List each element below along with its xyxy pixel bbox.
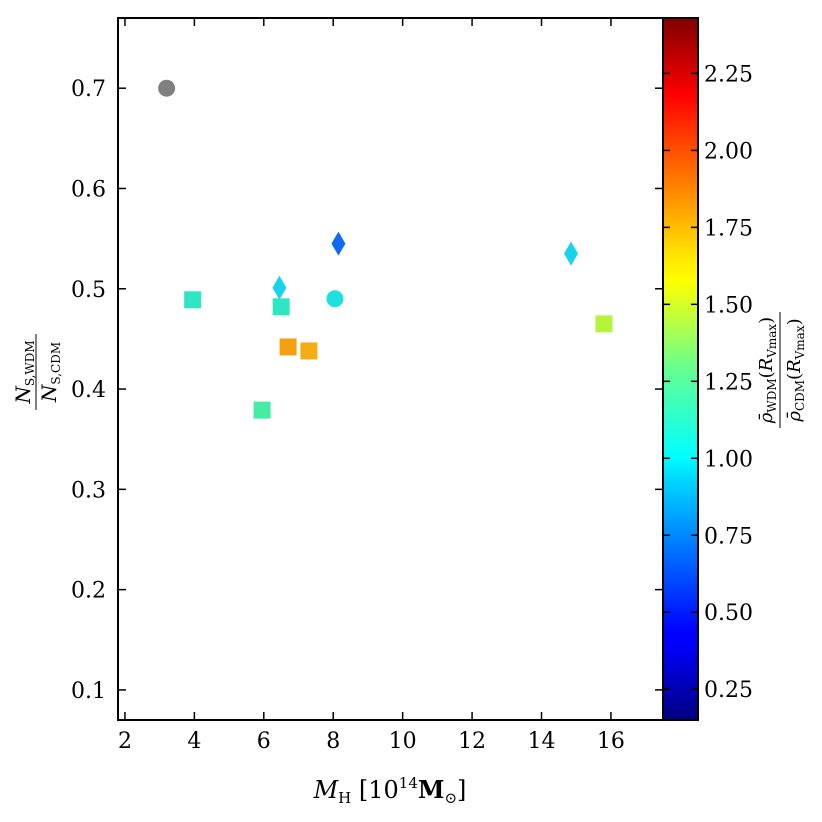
y-axis-ticks: 0.1 0.2 0.3 0.4 0.5 0.6 0.7 [71, 77, 663, 704]
data-point-circle [326, 290, 344, 308]
colorbar-tick-label: 1.25 [704, 370, 753, 395]
colorbar-tick-label: 1.00 [704, 447, 753, 472]
x-axis-label: MH [1014M⊙] [313, 774, 467, 807]
x-axis-ticks: 2 4 6 8 10 12 14 16 [118, 18, 625, 754]
y-axis-label: NS,WDM NS,CDM [11, 334, 63, 410]
data-points [158, 79, 613, 419]
svg-text:NS,CDM: NS,CDM [37, 342, 63, 403]
data-point-square [595, 315, 613, 333]
data-point-square [279, 338, 297, 356]
x-tick-label: 10 [389, 729, 417, 754]
x-tick-label: 2 [118, 729, 132, 754]
y-tick-label: 0.5 [71, 278, 106, 303]
x-tick-label: 4 [187, 729, 201, 754]
y-tick-label: 0.6 [71, 177, 106, 202]
colorbar-tick-label: 1.50 [704, 293, 753, 318]
data-point-square [272, 298, 290, 316]
y-tick-label: 0.7 [71, 77, 106, 102]
data-point-circle [158, 79, 176, 97]
colorbar-tick-label: 0.75 [704, 524, 753, 549]
x-tick-label: 12 [458, 729, 486, 754]
data-point-square [253, 401, 271, 419]
colorbar-tick-label: 0.25 [704, 678, 753, 703]
colorbar-label: ρ̄WDM(RVmax) ρ̄CDM(RVmax) [756, 312, 807, 428]
y-tick-label: 0.1 [71, 679, 106, 704]
x-tick-label: 6 [257, 729, 271, 754]
colorbar-tick-label: 2.25 [704, 62, 753, 87]
data-point-diamond [564, 241, 579, 266]
y-tick-label: 0.3 [71, 478, 106, 503]
x-tick-label: 14 [528, 729, 556, 754]
colorbar-tick-label: 2.00 [704, 139, 753, 164]
svg-text:NS,WDM: NS,WDM [11, 340, 37, 404]
data-point-square [184, 291, 202, 309]
data-point-square [300, 342, 318, 360]
data-point-diamond [331, 231, 346, 256]
colorbar-ticks: 0.25 0.50 0.75 1.00 1.25 1.50 1.75 2.00 2.25 [663, 62, 753, 703]
svg-text:ρ̄CDM(RVmax): ρ̄CDM(RVmax) [784, 318, 807, 422]
x-tick-label: 8 [326, 729, 340, 754]
x-tick-label: 16 [597, 729, 625, 754]
data-point-diamond [272, 275, 287, 300]
colorbar-tick-label: 1.75 [704, 216, 753, 241]
plot-frame [117, 17, 664, 721]
colorbar [662, 17, 699, 721]
svg-text:ρ̄WDM(RVmax): ρ̄WDM(RVmax) [756, 317, 779, 424]
y-tick-label: 0.2 [71, 579, 106, 604]
colorbar-tick-label: 0.50 [704, 601, 753, 626]
y-tick-label: 0.4 [71, 378, 106, 403]
